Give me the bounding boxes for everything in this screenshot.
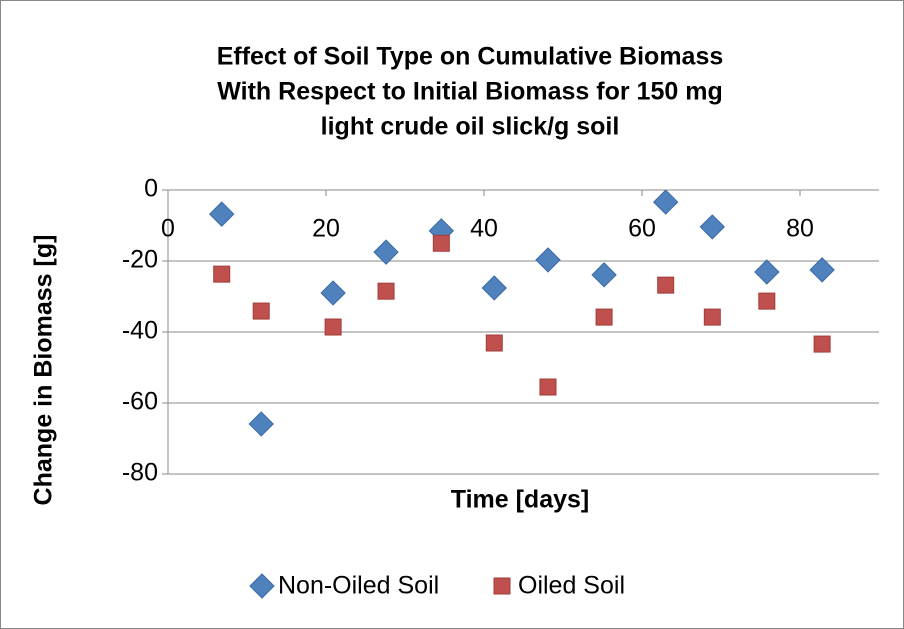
legend-label: Oiled Soil	[518, 572, 625, 600]
y-tick-label: -80	[122, 459, 158, 487]
square-marker	[432, 234, 450, 252]
y-tick-label: -20	[122, 246, 158, 274]
square-marker	[252, 302, 270, 320]
diamond-marker	[209, 201, 235, 227]
square-marker	[657, 276, 675, 294]
diamond-marker	[652, 189, 679, 215]
y-tick-label: -40	[122, 317, 158, 345]
square-marker	[595, 308, 613, 326]
legend-label: Non-Oiled Soil	[278, 572, 439, 600]
x-tick-label: 0	[161, 215, 175, 243]
diamond-marker	[535, 247, 561, 273]
square-marker	[813, 335, 831, 353]
diamond-marker	[699, 214, 726, 240]
square-marker	[758, 292, 776, 310]
diamond-marker	[809, 257, 835, 283]
diamond-marker	[591, 262, 617, 288]
legend-marker	[249, 573, 275, 599]
x-tick-label: 60	[628, 215, 656, 243]
x-tick-label: 40	[470, 215, 498, 243]
chart-title: light crude oil slick/g soil	[321, 113, 620, 141]
diamond-marker	[481, 275, 507, 301]
diamond-marker	[248, 411, 274, 437]
square-marker	[377, 282, 395, 300]
square-marker	[213, 265, 231, 283]
chart-title: With Respect to Initial Biomass for 150 …	[217, 78, 722, 106]
y-axis-title: Change in Biomass [g]	[30, 235, 58, 506]
y-tick-label: 0	[144, 175, 158, 203]
diamond-marker	[754, 259, 780, 285]
diamond-marker	[373, 239, 399, 265]
square-marker	[703, 308, 721, 326]
square-marker	[539, 378, 557, 396]
y-tick-label: -60	[122, 388, 158, 416]
x-axis-title: Time [days]	[451, 486, 589, 514]
x-tick-label: 80	[786, 215, 814, 243]
square-marker	[485, 334, 503, 352]
legend-marker	[493, 577, 511, 595]
diamond-marker	[320, 280, 346, 306]
x-tick-label: 20	[312, 215, 340, 243]
square-marker	[324, 318, 342, 336]
chart-title: Effect of Soil Type on Cumulative Biomas…	[217, 43, 724, 71]
